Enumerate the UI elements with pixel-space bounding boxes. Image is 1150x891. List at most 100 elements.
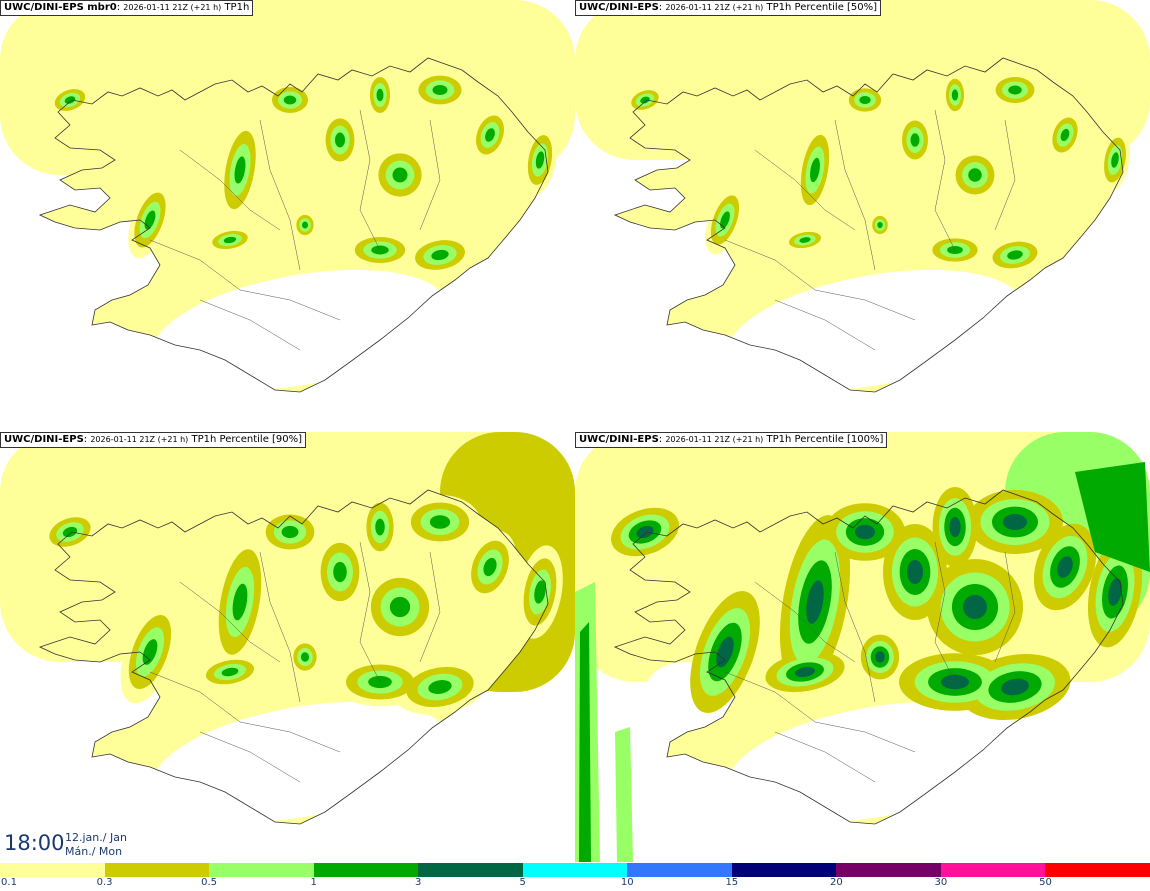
river-line [359,541,381,683]
panel-model-label: UWC/DINI-EPS mbr0 [4,2,117,13]
precip-contour [716,636,734,668]
colorbar-tick-label: 50 [1039,877,1052,888]
precip-contour [333,561,347,583]
colorbar-segment [209,863,315,877]
panel-run-label: 2026-01-11 21Z (+21 h) [665,435,764,444]
precip-contour [535,151,545,169]
panel-model-label: UWC/DINI-EPS [579,434,659,445]
precip-contour [1003,514,1027,530]
panel-product-label: TP1h Percentile [50%] [766,2,878,13]
precip-contour [910,133,920,147]
precip-contour [1008,85,1022,95]
river-line [774,299,876,351]
valid-date-line1: 12.jan./ Jan [65,831,127,844]
river-line [994,119,1016,231]
river-line [149,239,341,321]
valid-date: 12.jan./ Jan Mán./ Mon [65,831,127,859]
precip-contour [283,95,297,105]
precip-contour [281,525,299,539]
colorbar-segment [940,863,1046,877]
river-line [994,551,1016,663]
coastline [38,57,549,393]
river-line [419,119,441,231]
precip-contour [534,580,546,604]
precip-contour [810,157,820,183]
river-line [774,731,876,783]
river-line [834,119,876,271]
precip-contour [951,89,959,101]
precip-colorbar [0,863,1150,877]
precip-contour [62,526,78,538]
precip-contour [877,221,883,229]
precip-map [575,432,1150,862]
coastline [613,57,1124,393]
panel-title: UWC/DINI-EPS: 2026-01-11 21Z (+21 h) TP1… [0,432,307,448]
river-line [179,149,281,231]
panel-model-label: UWC/DINI-EPS [579,2,659,13]
precip-contour [376,88,384,102]
precip-contour [855,524,875,540]
colorbar-tick-label: 30 [934,877,948,888]
river-line [259,551,301,703]
precip-contour [1007,250,1023,260]
precip-map [575,0,1150,393]
colorbar-tick-label: 10 [620,877,634,888]
panel-run-label: 2026-01-11 21Z (+21 h) [123,3,222,12]
river-line [934,541,956,683]
precip-contour [859,95,871,105]
colorbar-segment [418,863,524,877]
map-panel-member0: UWC/DINI-EPS mbr0: 2026-01-11 21Z (+21 h… [0,0,575,430]
precip-contour [64,96,76,104]
panel-model-label: UWC/DINI-EPS [4,434,84,445]
colorbar-segment [522,863,628,877]
precip-band [615,727,633,862]
precip-contour [483,557,497,577]
precip-contour [142,639,158,665]
precip-contour [375,518,385,536]
precip-contour [875,651,885,663]
dry-area [151,269,449,391]
precip-contour [1057,556,1073,578]
river-line [934,109,956,251]
dry-area [151,701,449,823]
valid-time-box: 18:00 12.jan./ Jan Mán./ Mon [0,823,165,863]
valid-date-line2: Mán./ Mon [65,845,123,858]
river-line [199,299,301,351]
precip-contour [432,85,448,95]
valid-time: 18:00 [4,831,65,855]
precip-band [1075,462,1150,572]
precip-contour [429,515,451,529]
colorbar-tick-label: 0.5 [201,877,218,888]
precip-contour [795,666,815,678]
precip-contour [907,560,923,584]
precip-contour [300,652,310,662]
river-line [724,239,916,321]
colorbar-segment [836,863,942,877]
precip-contour [335,132,345,148]
colorbar-tick-label: 0.3 [96,877,113,888]
precip-land-area [615,58,1123,392]
map-panel-p50: UWC/DINI-EPS: 2026-01-11 21Z (+21 h) TP1… [575,0,1150,430]
precip-contour [806,580,824,624]
river-line [359,109,381,251]
colorbar-tick-label: 5 [519,877,526,888]
precip-contour [1108,578,1122,606]
precip-contour [1060,128,1070,142]
panel-title: UWC/DINI-EPS: 2026-01-11 21Z (+21 h) TP1… [575,432,888,448]
precip-contour [949,517,961,537]
river-line [724,671,916,753]
dry-area [645,230,725,290]
precip-map [0,432,575,825]
coastline [613,489,1124,825]
panel-run-label: 2026-01-11 21Z (+21 h) [90,435,189,444]
precip-contour [720,211,730,229]
colorbar-tick-label: 15 [725,877,739,888]
precip-contour [389,596,411,618]
coastline [38,489,549,825]
precip-contour [392,167,408,183]
panel-product-label: TP1h Percentile [100%] [766,434,884,445]
river-line [834,551,876,703]
river-line [754,149,856,231]
river-line [149,671,341,753]
colorbar-tick-label: 3 [414,877,422,888]
